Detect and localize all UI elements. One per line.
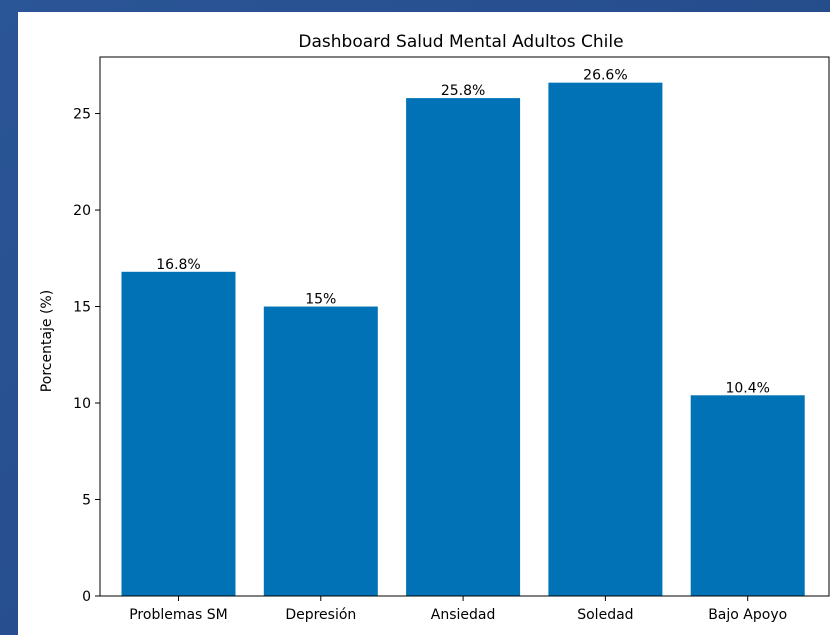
bar-value-label-3: 26.6% xyxy=(583,68,627,84)
bar-3 xyxy=(548,82,663,596)
y-axis-label: Porcentaje (%) xyxy=(39,290,55,392)
x-tick-label-0: Problemas SM xyxy=(129,607,228,623)
bar-value-label-1: 15% xyxy=(305,292,336,308)
y-tick-label-4: 20 xyxy=(73,203,91,219)
y-tick-label-0: 0 xyxy=(82,589,91,605)
y-tick-label-1: 5 xyxy=(82,493,91,509)
y-tick-label-5: 25 xyxy=(73,107,91,123)
x-axis-ticks: Problemas SM Depresión Ansiedad Soledad Bajo… xyxy=(129,596,787,623)
x-tick-label-2: Ansiedad xyxy=(431,607,496,623)
bar-2 xyxy=(406,98,521,597)
bar-4 xyxy=(690,395,805,596)
x-tick-label-3: Soledad xyxy=(577,607,633,623)
bar-0 xyxy=(121,271,236,596)
chart-panel: Dashboard Salud Mental Adultos Chile Por… xyxy=(18,12,830,635)
bar-value-label-4: 10.4% xyxy=(725,380,769,396)
data-labels-group: 16.8% 15% 25.8% 26.6% 10.4% xyxy=(156,68,770,397)
y-axis-ticks: 0 5 10 15 20 25 xyxy=(73,107,100,605)
plot-area-frame xyxy=(99,56,830,597)
bar-value-label-0: 16.8% xyxy=(156,257,200,273)
chart-title: Dashboard Salud Mental Adultos Chile xyxy=(298,32,623,52)
bar-1 xyxy=(263,306,378,596)
y-tick-label-3: 15 xyxy=(73,300,91,316)
bar-chart: Dashboard Salud Mental Adultos Chile Por… xyxy=(39,32,830,623)
bar-value-label-2: 25.8% xyxy=(441,83,485,99)
bars-group xyxy=(121,82,805,597)
x-tick-label-1: Depresión xyxy=(285,607,356,623)
x-tick-label-4: Bajo Apoyo xyxy=(708,607,787,623)
y-tick-label-2: 10 xyxy=(73,396,91,412)
